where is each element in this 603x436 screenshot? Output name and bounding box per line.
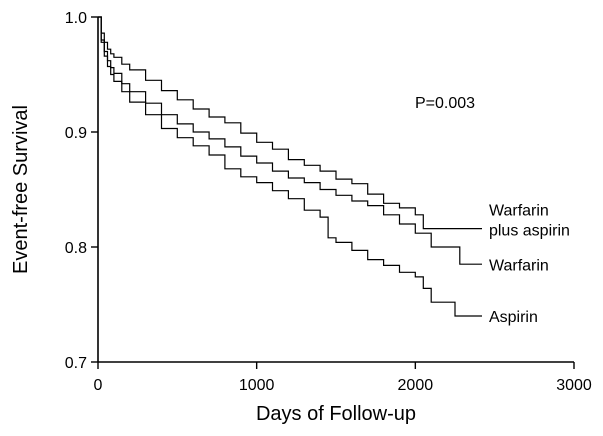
x-tick-label: 1000 <box>239 377 275 394</box>
y-tick-label: 0.8 <box>65 240 87 257</box>
series-label-1: Warfarin <box>489 257 549 274</box>
series-label-0: Warfarin plus aspirin <box>489 203 570 240</box>
p-value-annotation: P=0.003 <box>415 95 475 112</box>
ticks: 0.7 0.8 0.9 1.0 0 1000 2000 3000 <box>65 10 592 394</box>
y-tick-label: 0.9 <box>65 125 87 142</box>
axes <box>97 17 574 363</box>
x-tick-label: 3000 <box>556 377 592 394</box>
y-tick-label: 1.0 <box>65 10 87 27</box>
series-lines <box>98 16 482 317</box>
y-tick-label: 0.7 <box>65 355 87 372</box>
x-axis-label: Days of Follow-up <box>256 403 416 425</box>
series-labels: Warfarin plus aspirin Warfarin Aspirin <box>489 203 570 326</box>
series-line-2 <box>98 16 482 317</box>
series-line-0 <box>98 16 482 230</box>
x-tick-label: 2000 <box>398 377 434 394</box>
y-axis-label: Event-free Survival <box>10 105 32 274</box>
x-tick-label: 0 <box>94 377 103 394</box>
series-label-2: Aspirin <box>489 309 538 326</box>
series-line-1 <box>98 16 482 265</box>
